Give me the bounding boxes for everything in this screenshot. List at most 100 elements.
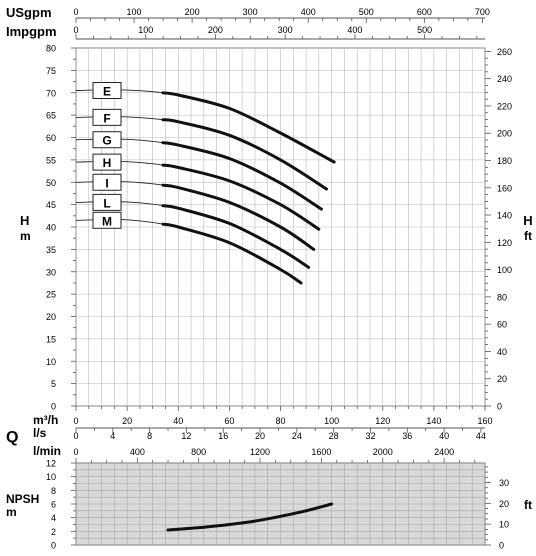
head-left-tick-label: 0 [51,402,56,412]
npsh-left-tick-label: 4 [51,513,56,523]
ls-tick-label: 20 [255,431,265,441]
m3h-tick-label: 40 [173,416,183,426]
curve-label: H [103,156,112,170]
curve-label-box [92,108,122,126]
npsh-right-tick-label: 10 [499,520,509,530]
npsh-unit-m: m [6,505,17,519]
curve-group-f: F [75,108,328,191]
npsh-right-tick-label: 0 [499,541,504,551]
ls-tick-label: 8 [147,431,152,441]
head-right-tick-label: 160 [497,183,512,193]
curve-h [161,163,321,231]
lmin-tick-label: 400 [130,447,145,457]
q-unit-label: Q [6,429,18,446]
curve-m [161,222,303,285]
curve-i [161,183,316,251]
npsh-left-tick-label: 2 [51,527,56,537]
curve-label: F [103,111,110,125]
curve-e [161,91,336,164]
impgpm-tick-label: 200 [208,25,223,35]
curve-group-m: M [75,211,303,285]
impgpm-tick-label: 500 [417,25,432,35]
usgpm-tick-label: 500 [359,7,374,17]
curve-label-box [92,193,122,211]
m3h-tick-label: 160 [477,416,492,426]
head-right-tick-label: 180 [497,156,512,166]
lmin-unit-label: l/min [33,444,61,458]
usgpm-tick-label: 700 [475,7,490,17]
ls-unit-label: l/s [33,426,47,440]
head-left-tick-label: 35 [46,245,56,255]
head-plot [75,47,486,407]
curve-label-box [92,153,122,171]
head-right-unit-ft: ft [524,229,532,243]
npsh-left-tick-label: 12 [46,459,56,469]
npsh-left-tick-label: 0 [51,541,56,551]
curve-label: L [103,196,110,210]
ls-tick-label: 44 [476,431,486,441]
head-right-tick-label: 200 [497,129,512,139]
m3h-tick-label: 100 [324,416,339,426]
curve-label-box [92,211,122,229]
m3h-tick-label: 0 [73,416,78,426]
ls-tick-label: 40 [439,431,449,441]
head-left-tick-label: 5 [51,379,56,389]
npsh-left-tick-label: 6 [51,500,56,510]
head-left-tick-label: 25 [46,290,56,300]
lmin-tick-label: 0 [73,447,78,457]
head-right-unit-h: H [523,213,532,228]
head-left-tick-label: 20 [46,312,56,322]
curve-f [161,118,328,191]
curve-label-box [92,131,122,149]
lmin-tick-label: 1200 [250,447,270,457]
head-left-tick-label: 65 [46,111,56,121]
curve-g [161,141,323,211]
top-flow-axes: USgpm Impgpm 0 100 200 300 400 500 600 700 0 100 200… [6,5,490,40]
curve-label-box [92,82,122,100]
ls-tick-label: 12 [181,431,191,441]
npsh-unit-ft: ft [524,498,532,512]
curve-group-g: G [75,131,323,211]
ls-tick-label: 28 [329,431,339,441]
head-left-tick-label: 70 [46,88,56,98]
m3h-tick-label: 60 [224,416,234,426]
m3h-tick-label: 80 [275,416,285,426]
head-left-tick-label: 45 [46,200,56,210]
head-right-tick-label: 120 [497,238,512,248]
head-right-tick-label: 0 [497,402,502,412]
npsh-unit-label: NPSH [6,492,39,506]
ls-tick-label: 24 [292,431,302,441]
head-left-tick-label: 30 [46,267,56,277]
usgpm-tick-label: 0 [73,7,78,17]
m3h-tick-label: 120 [375,416,390,426]
head-right-tick-label: 220 [497,101,512,111]
head-left-unit-m: m [20,229,31,243]
head-right-tick-label: 260 [497,47,512,57]
usgpm-tick-label: 200 [185,7,200,17]
head-right-tick-label: 140 [497,211,512,221]
ls-tick-label: 0 [73,431,78,441]
curve-group-h: H [75,153,321,231]
curve-label: G [102,134,111,148]
m3h-tick-label: 20 [122,416,132,426]
lmin-tick-label: 2000 [373,447,393,457]
head-right-tick-label: 40 [497,347,507,357]
head-right-tick-label: 240 [497,74,512,84]
head-left-tick-label: 50 [46,178,56,188]
bottom-flow-axes: 0 20 40 60 80 100 120 140 1600 4 8 12 16 20 24 28 32 36 40… [6,406,493,463]
curve-label: M [102,214,112,228]
npsh-gridlines [75,462,486,546]
usgpm-tick-label: 600 [417,7,432,17]
npsh-left-tick-label: 10 [46,472,56,482]
lmin-tick-label: 1600 [311,447,331,457]
npsh-curve [166,502,334,532]
usgpm-tick-label: 400 [301,7,316,17]
npsh-right-tick-label: 20 [499,499,509,509]
impgpm-tick-label: 0 [73,25,78,35]
curve-group-l: L [75,193,311,269]
head-right-tick-label: 80 [497,292,507,302]
lmin-tick-label: 800 [191,447,206,457]
impgpm-tick-label: 300 [278,25,293,35]
